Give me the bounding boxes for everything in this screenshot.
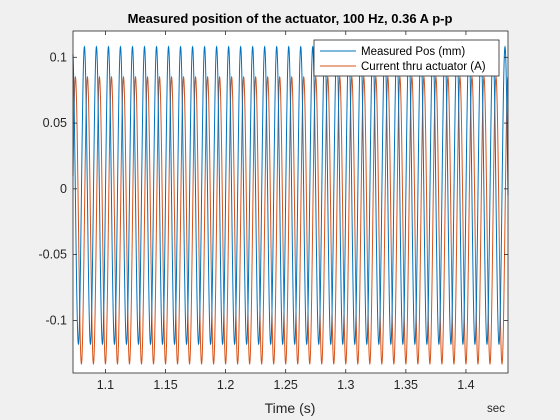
y-tick-label: -0.1 [45,313,67,327]
legend-label-current: Current thru actuator (A) [361,61,486,73]
y-tick-label: 0.05 [43,116,67,130]
x-axis-label: Time (s) [265,400,316,416]
y-tick-label: 0 [60,182,67,196]
ticks-layer: 1.1 1.15 1.2 1.25 1.3 1.35 1.4 -0.1 -0.05 0 0.05 0.… [39,31,508,392]
x-tick-label: 1.2 [217,378,234,392]
x-tick-label: 1.1 [97,378,114,392]
legend: Measured Pos (mm) Current thru actuator … [313,39,500,77]
y-tick-label: 0.1 [50,50,67,64]
x-tick-label: 1.35 [394,378,418,392]
legend-box [313,39,500,77]
x-tick-label: 1.4 [457,378,474,392]
y-tick-label: -0.05 [39,248,68,262]
series-measured-pos-line [72,45,509,346]
legend-label-pos: Measured Pos (mm) [361,46,465,58]
series-layer [72,45,509,366]
chart-title: Measured position of the actuator, 100 H… [128,11,453,26]
x-tick-label: 1.3 [337,378,354,392]
x-tick-label: 1.15 [153,378,177,392]
axes-box [72,30,509,374]
x-tick-label: 1.25 [274,378,298,392]
x-axis-unit: sec [487,403,505,415]
